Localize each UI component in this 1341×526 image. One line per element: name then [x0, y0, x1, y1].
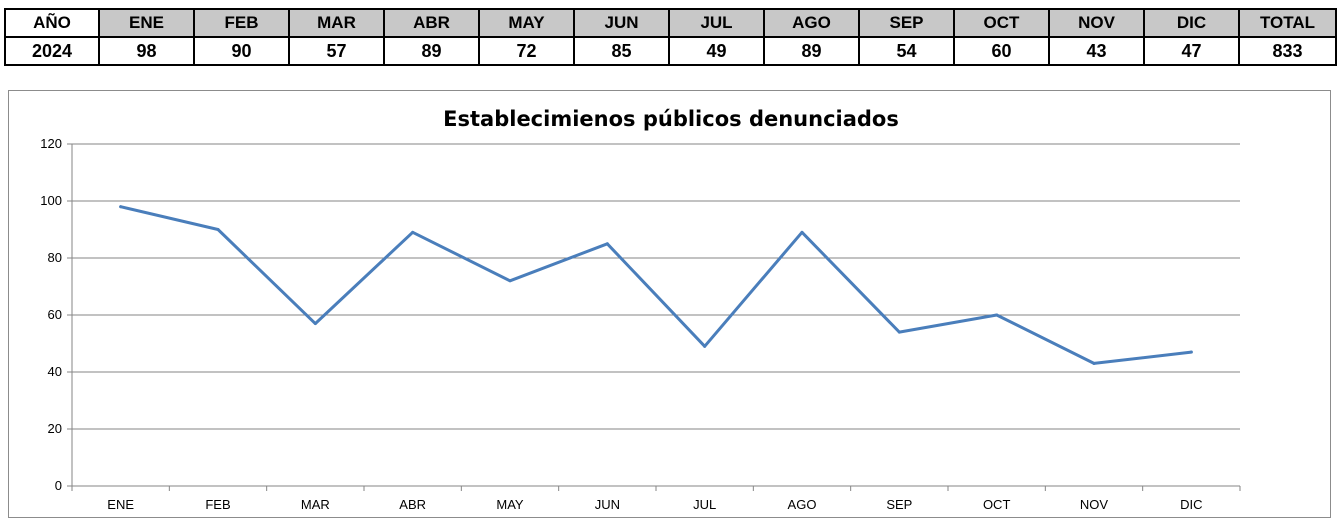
value-cell-month: 90 — [193, 36, 290, 66]
y-tick-label: 20 — [48, 421, 62, 436]
header-cell-month: ABR — [383, 8, 480, 38]
value-cell-month: 49 — [668, 36, 765, 66]
gridlines — [72, 143, 1240, 430]
chart-area: Establecimienos públicos denunciados 0 20… — [8, 90, 1331, 518]
y-tick-label: 40 — [48, 364, 62, 379]
header-cell-month: ENE — [98, 8, 195, 38]
value-cell-month: 57 — [288, 36, 385, 66]
x-tick-label: OCT — [983, 497, 1011, 512]
header-cell-month: AGO — [763, 8, 860, 38]
y-tick-label: 60 — [48, 307, 62, 322]
x-tick-label: ENE — [107, 497, 134, 512]
x-tick-label: FEB — [205, 497, 230, 512]
y-tick-label: 100 — [40, 193, 62, 208]
x-tick-label: MAR — [301, 497, 330, 512]
y-tick-label: 80 — [48, 250, 62, 265]
table-header-row: AÑO ENE FEB MAR ABR MAY JUN JUL AGO SEP … — [4, 8, 1337, 38]
summary-table: AÑO ENE FEB MAR ABR MAY JUN JUL AGO SEP … — [4, 8, 1337, 66]
header-cell-month: FEB — [193, 8, 290, 38]
x-tick-label: JUN — [595, 497, 620, 512]
line-chart: Establecimienos públicos denunciados 0 20… — [40, 107, 1241, 512]
y-tick-label: 120 — [40, 136, 62, 151]
series-layer — [119, 205, 1193, 365]
value-cell-month: 43 — [1048, 36, 1145, 66]
value-cell-month: 85 — [573, 36, 670, 66]
data-point — [508, 279, 512, 283]
value-cell-year: 2024 — [4, 36, 100, 66]
x-tick-label: AGO — [788, 497, 817, 512]
data-point — [897, 330, 901, 334]
data-point — [1092, 361, 1096, 365]
x-tick-label: ABR — [399, 497, 426, 512]
header-cell-month: DIC — [1143, 8, 1240, 38]
header-cell-month: NOV — [1048, 8, 1145, 38]
data-point — [411, 230, 415, 234]
data-point — [1189, 350, 1193, 354]
x-tick-label: NOV — [1080, 497, 1109, 512]
x-tick-label: MAY — [496, 497, 524, 512]
header-cell-month: JUN — [573, 8, 670, 38]
x-tick-label: DIC — [1180, 497, 1202, 512]
value-cell-month: 89 — [763, 36, 860, 66]
series-line — [119, 205, 1193, 365]
data-point — [703, 344, 707, 348]
y-tick-label: 0 — [55, 478, 62, 493]
header-cell-month: OCT — [953, 8, 1050, 38]
x-tick-label: JUL — [693, 497, 716, 512]
value-cell-month: 60 — [953, 36, 1050, 66]
value-cell-month: 89 — [383, 36, 480, 66]
header-cell-total: TOTAL — [1238, 8, 1337, 38]
header-cell-year: AÑO — [4, 8, 100, 38]
data-point — [605, 242, 609, 246]
data-point — [313, 322, 317, 326]
value-cell-total: 833 — [1238, 36, 1337, 66]
y-axis: 0 20 40 60 80 100 120 — [40, 136, 73, 493]
header-cell-month: JUL — [668, 8, 765, 38]
data-point — [216, 228, 220, 231]
data-point — [119, 205, 123, 209]
value-cell-month: 54 — [858, 36, 955, 66]
table-value-row: 2024 98 90 57 89 72 85 49 89 54 60 43 47… — [4, 36, 1337, 66]
x-axis: ENE FEB MAR ABR MAY JUN JUL AGO SEP OCT NOV DIC — [71, 485, 1241, 512]
value-cell-month: 98 — [98, 36, 195, 66]
header-cell-month: MAY — [478, 8, 575, 38]
data-point — [995, 313, 999, 317]
x-tick-label: SEP — [886, 497, 912, 512]
data-point — [800, 230, 804, 234]
value-cell-month: 47 — [1143, 36, 1240, 66]
header-cell-month: MAR — [288, 8, 385, 38]
chart-title: Establecimienos públicos denunciados — [443, 107, 899, 131]
header-cell-month: SEP — [858, 8, 955, 38]
value-cell-month: 72 — [478, 36, 575, 66]
